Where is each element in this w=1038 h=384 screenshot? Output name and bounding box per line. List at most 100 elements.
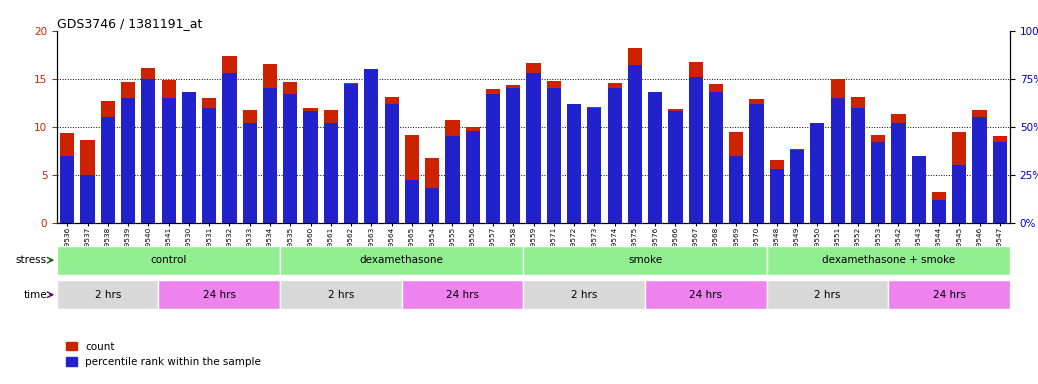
Bar (811, 126, 824, 223)
Bar (486, 94, 500, 223)
Bar (426, 159, 439, 223)
Text: dexamethasone: dexamethasone (360, 255, 443, 265)
Bar (526, 73, 541, 223)
Bar (911, 157, 926, 223)
Bar (992, 142, 1007, 223)
Bar (243, 111, 256, 223)
Bar (141, 79, 156, 223)
Bar (770, 169, 784, 223)
Bar (344, 83, 358, 223)
Bar (688, 77, 703, 223)
Bar (526, 63, 541, 223)
Bar (426, 188, 439, 223)
Bar (466, 127, 480, 223)
Text: dexamethasone + smoke: dexamethasone + smoke (822, 255, 955, 265)
Bar (364, 69, 379, 223)
Bar (567, 107, 581, 223)
Bar (303, 109, 318, 223)
Bar (121, 98, 135, 223)
Text: 2 hrs: 2 hrs (328, 290, 354, 300)
Bar (80, 140, 94, 223)
Bar (202, 108, 216, 223)
Bar (892, 114, 905, 223)
Bar (162, 80, 175, 223)
Bar (729, 156, 743, 223)
Bar (567, 104, 581, 223)
Bar (402, 280, 523, 309)
Bar (182, 92, 196, 223)
Bar (263, 64, 277, 223)
Bar (767, 280, 889, 309)
Text: control: control (151, 255, 187, 265)
Bar (303, 111, 318, 223)
Bar (668, 111, 683, 223)
Bar (222, 56, 237, 223)
Bar (405, 136, 419, 223)
Text: 2 hrs: 2 hrs (815, 290, 841, 300)
Bar (547, 81, 561, 223)
Bar (280, 280, 402, 309)
Bar (60, 134, 75, 223)
Bar (932, 200, 946, 223)
Bar (790, 150, 804, 223)
Text: 2 hrs: 2 hrs (571, 290, 598, 300)
Bar (547, 88, 561, 223)
Bar (466, 131, 480, 223)
Bar (283, 94, 297, 223)
Bar (607, 83, 622, 223)
Text: GDS3746 / 1381191_at: GDS3746 / 1381191_at (57, 17, 202, 30)
Bar (830, 79, 845, 223)
Bar (709, 84, 723, 223)
Bar (324, 123, 338, 223)
Bar (202, 98, 216, 223)
Text: stress: stress (16, 255, 47, 265)
Bar (973, 111, 987, 223)
Bar (159, 280, 280, 309)
Bar (973, 117, 987, 223)
Bar (749, 104, 764, 223)
Bar (851, 97, 865, 223)
Bar (767, 246, 1010, 275)
Bar (645, 280, 767, 309)
Bar (405, 180, 419, 223)
Bar (628, 48, 641, 223)
Bar (523, 246, 767, 275)
Text: time: time (23, 290, 47, 300)
Legend: count, percentile rank within the sample: count, percentile rank within the sample (62, 338, 266, 371)
Bar (851, 108, 865, 223)
Bar (507, 88, 520, 223)
Bar (60, 156, 75, 223)
Bar (770, 161, 784, 223)
Text: 24 hrs: 24 hrs (202, 290, 236, 300)
Text: 24 hrs: 24 hrs (689, 290, 722, 300)
Bar (445, 136, 460, 223)
Bar (889, 280, 1010, 309)
Bar (57, 280, 159, 309)
Bar (830, 98, 845, 223)
Bar (648, 94, 662, 223)
Bar (871, 142, 885, 223)
Bar (588, 107, 601, 223)
Bar (384, 97, 399, 223)
Bar (364, 71, 379, 223)
Text: 24 hrs: 24 hrs (446, 290, 480, 300)
Bar (811, 123, 824, 223)
Bar (121, 82, 135, 223)
Bar (952, 131, 966, 223)
Bar (628, 65, 641, 223)
Bar (101, 117, 115, 223)
Bar (263, 88, 277, 223)
Bar (384, 104, 399, 223)
Bar (892, 123, 905, 223)
Bar (141, 68, 156, 223)
Bar (445, 120, 460, 223)
Bar (182, 92, 196, 223)
Bar (243, 123, 256, 223)
Bar (749, 99, 764, 223)
Bar (523, 280, 645, 309)
Bar (57, 246, 280, 275)
Bar (507, 86, 520, 223)
Text: 24 hrs: 24 hrs (933, 290, 965, 300)
Bar (80, 175, 94, 223)
Bar (486, 89, 500, 223)
